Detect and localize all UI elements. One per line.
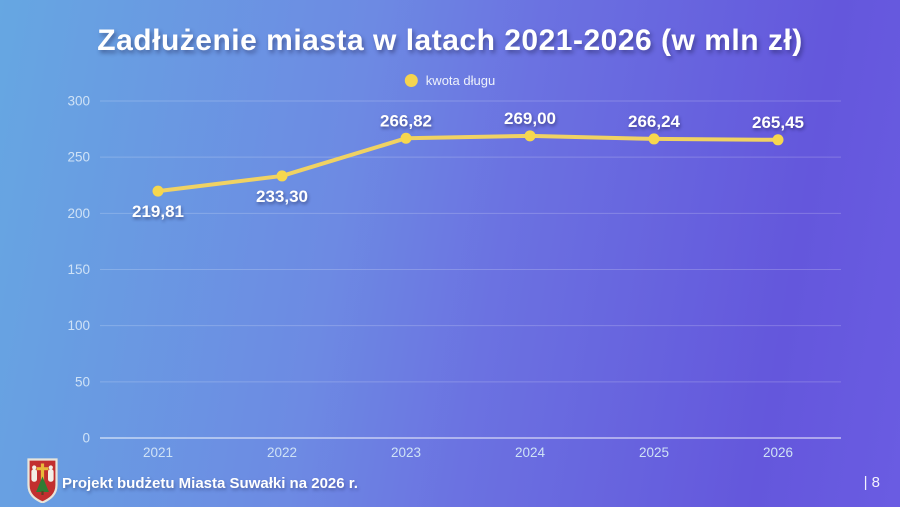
y-axis-tick-label: 150 — [67, 262, 90, 277]
value-label: 266,82 — [380, 111, 432, 130]
x-axis-tick-label: 2026 — [763, 445, 793, 460]
value-label: 266,24 — [628, 112, 681, 131]
legend-label: kwota długu — [425, 73, 496, 88]
footer: Projekt budżetu Miasta Suwałki na 2026 r… — [0, 455, 900, 507]
x-axis-tick-label: 2024 — [515, 445, 546, 460]
y-axis-tick-label: 250 — [67, 150, 90, 165]
x-axis-tick-label: 2023 — [391, 445, 421, 460]
y-axis-tick-label: 0 — [82, 431, 90, 446]
value-label: 219,81 — [132, 202, 184, 221]
y-axis-tick-label: 300 — [67, 94, 90, 109]
x-axis-tick-label: 2022 — [267, 445, 297, 460]
y-axis-tick-label: 50 — [75, 374, 90, 389]
value-label: 233,30 — [256, 187, 308, 206]
data-point — [152, 185, 164, 197]
legend-dot-icon — [404, 74, 418, 87]
data-point — [524, 130, 536, 142]
footer-text: Projekt budżetu Miasta Suwałki na 2026 r… — [62, 475, 358, 492]
chart-legend: kwota długu — [404, 73, 496, 88]
value-label: 265,45 — [752, 113, 804, 132]
data-point — [648, 133, 660, 145]
x-axis-tick-label: 2025 — [639, 445, 669, 460]
data-point — [772, 134, 784, 146]
page-number: | 8 — [863, 474, 880, 491]
suwalki-coat-of-arms-logo — [27, 458, 58, 503]
y-axis-tick-label: 200 — [67, 206, 90, 221]
value-label: 269,00 — [504, 109, 556, 128]
x-axis-tick-label: 2021 — [143, 445, 173, 460]
data-point — [276, 170, 288, 182]
data-point — [400, 132, 412, 144]
chart-title: Zadłużenie miasta w latach 2021-2026 (w … — [97, 24, 803, 57]
debt-line — [156, 133, 780, 194]
y-axis-tick-label: 100 — [67, 318, 90, 333]
